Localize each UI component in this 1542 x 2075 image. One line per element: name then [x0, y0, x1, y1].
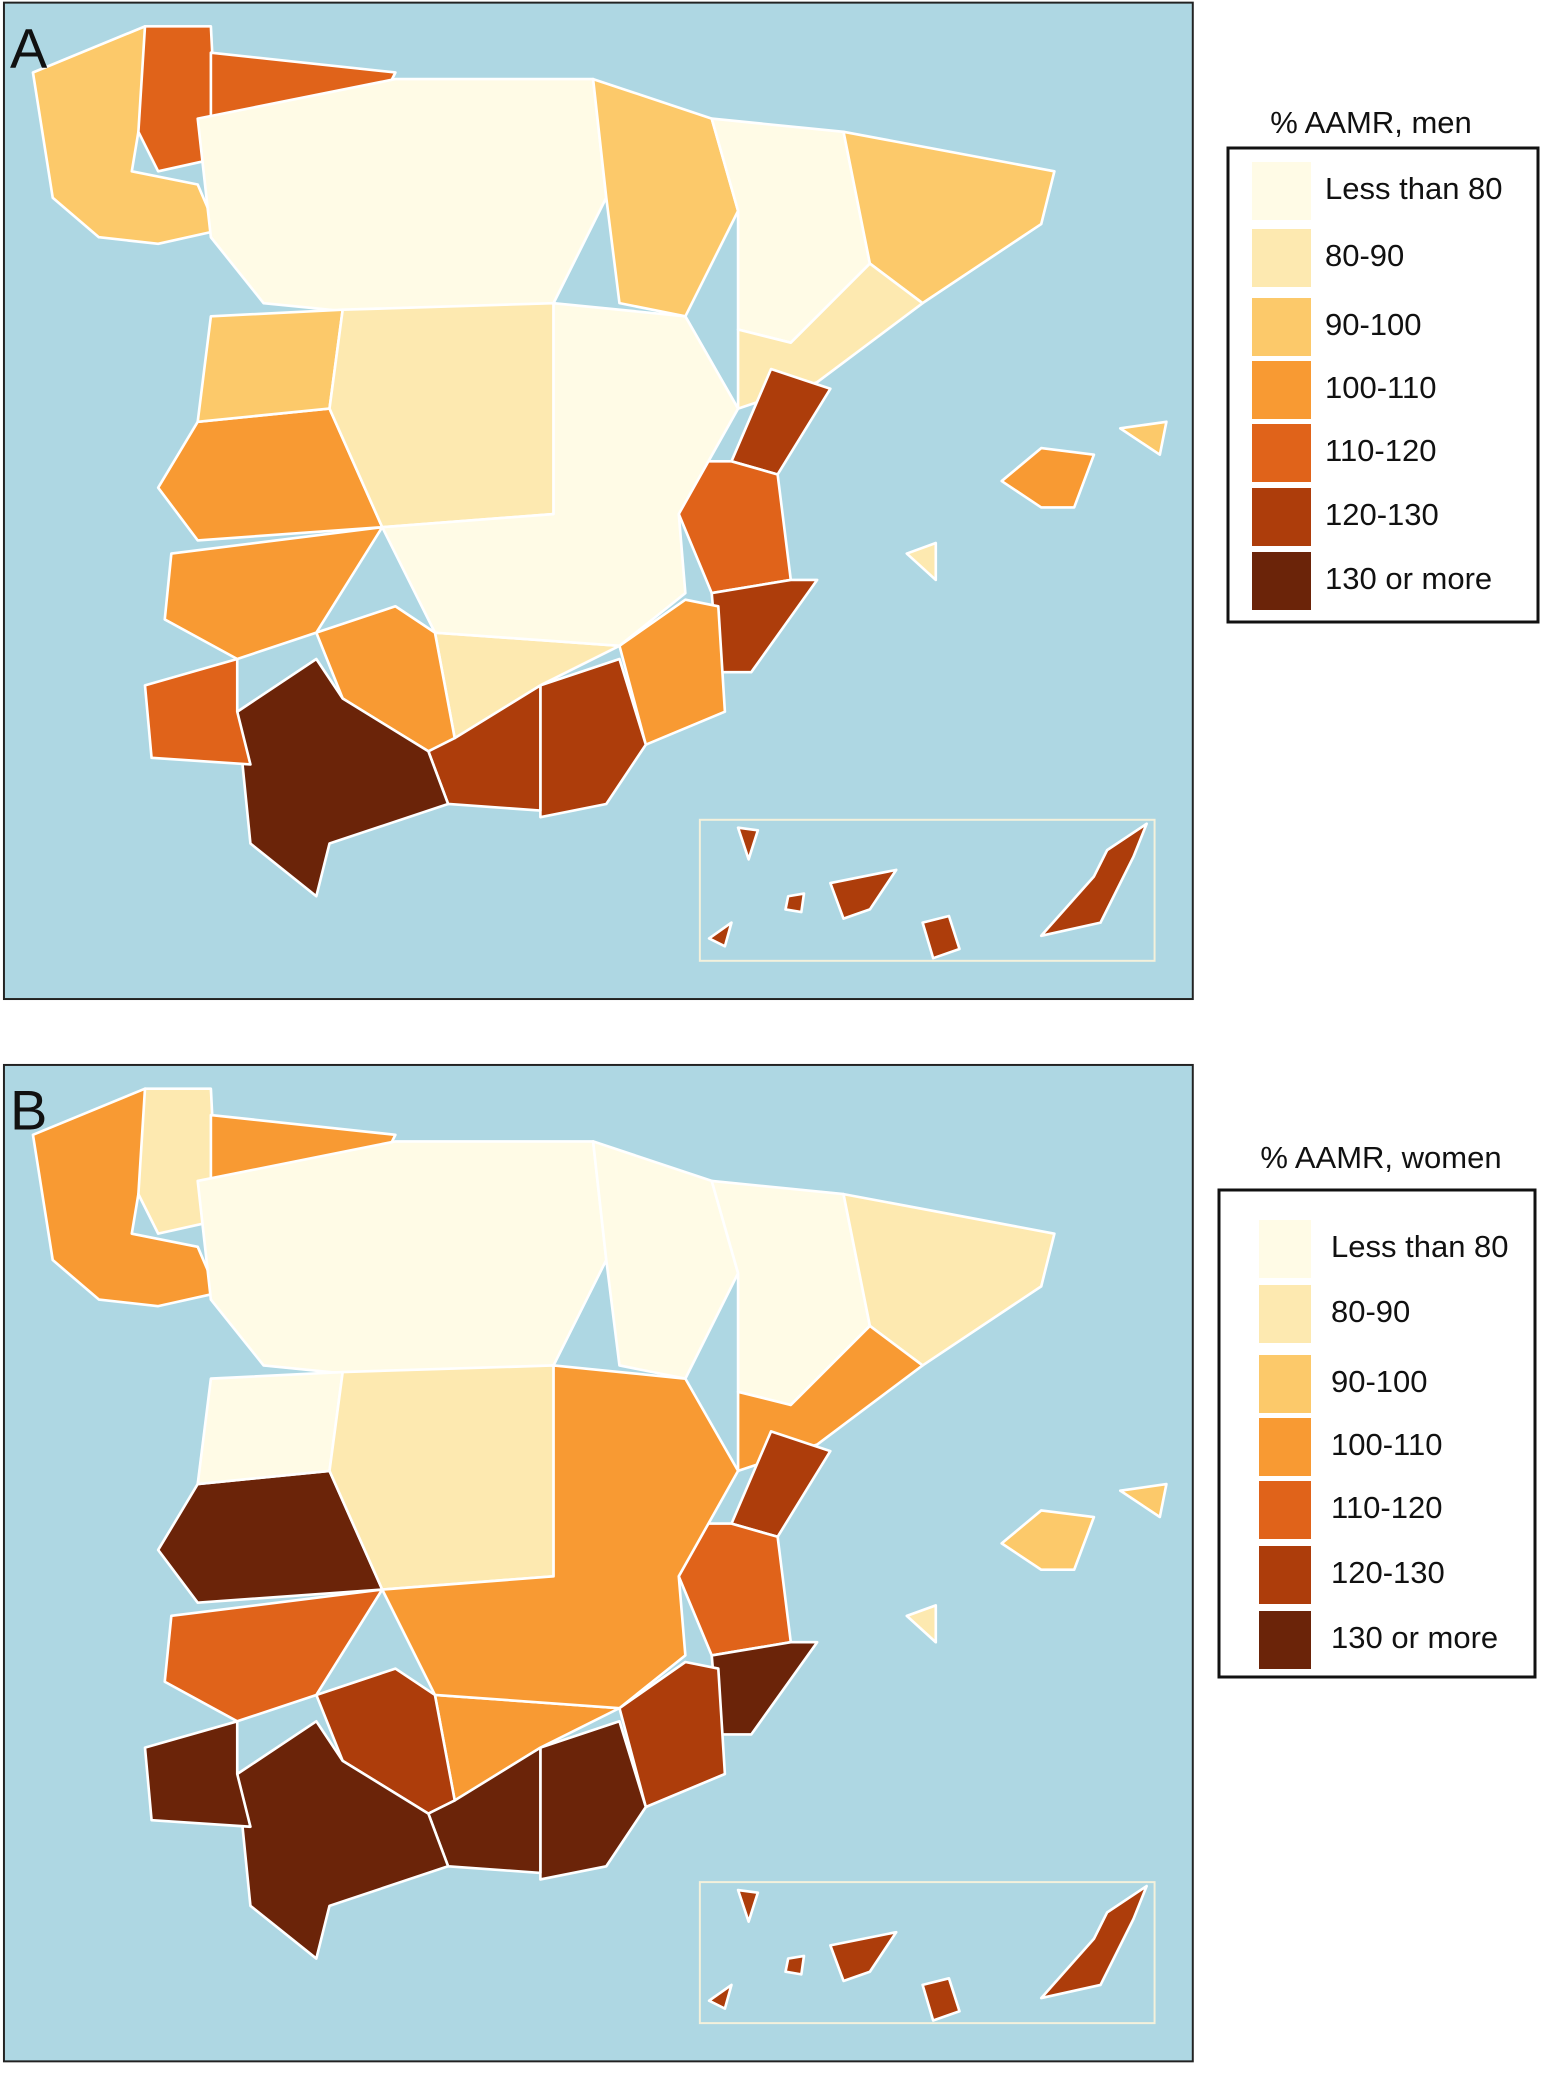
legend-swatch	[1259, 1481, 1311, 1539]
legend-swatch	[1252, 229, 1311, 287]
province	[736, 826, 760, 861]
legend-swatch	[1252, 424, 1311, 482]
province	[137, 1087, 219, 1235]
legend-label: 80-90	[1325, 238, 1404, 273]
province	[137, 25, 219, 173]
province	[905, 541, 938, 582]
province	[196, 308, 344, 424]
province	[163, 525, 384, 661]
province	[1118, 420, 1168, 457]
legend-swatch	[1259, 1611, 1311, 1669]
map-panel	[2, 1063, 1194, 2063]
legend-swatch	[1252, 298, 1311, 356]
legend-swatch	[1252, 552, 1311, 610]
map-panel	[2, 1, 1194, 1001]
legend-swatch	[1259, 1355, 1311, 1413]
province	[235, 1719, 450, 1960]
province	[143, 657, 252, 766]
province	[196, 77, 608, 318]
legend-label: 90-100	[1331, 1364, 1428, 1399]
province	[921, 914, 961, 960]
province	[1000, 446, 1096, 509]
province	[921, 1976, 961, 2022]
map	[31, 1087, 1168, 2025]
legend-label: 80-90	[1331, 1294, 1410, 1329]
province	[707, 921, 733, 948]
legend-label: 90-100	[1325, 307, 1422, 342]
province	[196, 1140, 608, 1380]
legend-label: 110-120	[1331, 1490, 1442, 1525]
province	[784, 1954, 806, 1976]
province	[1039, 1884, 1148, 2000]
province	[784, 892, 806, 914]
legend-swatch	[1259, 1546, 1311, 1604]
province	[380, 301, 740, 648]
legend-title: % AAMR, men	[1270, 105, 1472, 140]
province	[829, 1930, 898, 1983]
legend-label: 120-130	[1331, 1555, 1445, 1590]
province	[1039, 822, 1148, 938]
province	[163, 1588, 384, 1723]
legend-label: 110-120	[1325, 433, 1436, 468]
province	[380, 1364, 740, 1710]
legend-label: 130 or more	[1325, 561, 1492, 596]
legend-label: 100-110	[1331, 1427, 1442, 1462]
legend-swatch	[1252, 162, 1311, 220]
province	[829, 868, 898, 920]
legend-swatch	[1259, 1220, 1311, 1278]
province	[143, 1719, 252, 1829]
province	[1118, 1482, 1168, 1519]
legend-label: Less than 80	[1325, 171, 1503, 206]
legend-label: 130 or more	[1331, 1620, 1498, 1655]
canary-inset	[698, 1881, 1156, 2025]
canary-inset	[698, 818, 1156, 962]
legend-title: % AAMR, women	[1260, 1140, 1501, 1175]
panel-label: B	[10, 1079, 47, 1142]
province	[842, 1192, 1056, 1367]
legend-swatch	[1252, 488, 1311, 546]
province	[842, 130, 1056, 305]
province	[905, 1604, 938, 1644]
legend-label: Less than 80	[1331, 1229, 1509, 1264]
legend-label: 100-110	[1325, 370, 1436, 405]
province	[1000, 1509, 1096, 1572]
province	[707, 1983, 733, 2010]
province	[736, 1888, 760, 1923]
map	[31, 25, 1168, 962]
province	[196, 1370, 344, 1486]
legend-swatch	[1259, 1285, 1311, 1343]
panel-label: A	[10, 16, 48, 79]
legend-swatch	[1259, 1418, 1311, 1476]
legend-swatch	[1252, 361, 1311, 419]
province	[235, 657, 450, 898]
legend-label: 120-130	[1325, 497, 1439, 532]
